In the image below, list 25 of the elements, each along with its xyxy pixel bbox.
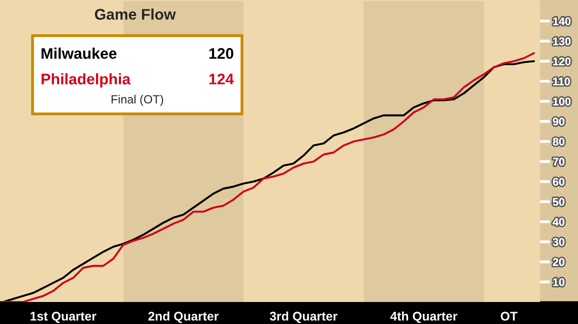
text: Philadelphia xyxy=(42,73,131,88)
y-tick-label: 70 xyxy=(552,158,564,166)
text: Milwaukee xyxy=(42,48,116,59)
y-tick-label: 60 xyxy=(552,178,564,186)
y-tick-label: 50 xyxy=(552,198,564,206)
y-tick-label: 10 xyxy=(553,278,564,286)
y-tick-label: 140 xyxy=(553,17,571,26)
y-tick-label: 100 xyxy=(553,98,571,106)
y-tick-label: 20 xyxy=(552,258,564,266)
text: 1st Quarter xyxy=(30,312,96,323)
y-tick-label: 120 xyxy=(553,57,571,66)
y-tick-label: 110 xyxy=(553,78,570,86)
chart-title: Game Flow xyxy=(94,8,176,20)
text: 4th Quarter xyxy=(390,311,458,323)
text: 3rd Quarter xyxy=(270,311,338,323)
y-tick-label: 30 xyxy=(552,238,564,246)
text: 2nd Quarter xyxy=(148,311,219,323)
y-tick-label: 80 xyxy=(552,138,564,146)
y-tick-label: 90 xyxy=(552,118,564,126)
text: OT xyxy=(500,312,518,321)
annotation: 120 xyxy=(209,48,234,59)
y-tick-label: 40 xyxy=(552,218,564,226)
annotation: Final (OT) xyxy=(112,94,164,106)
annotation: 124 xyxy=(209,74,234,84)
y-tick-label: 130 xyxy=(553,37,571,46)
